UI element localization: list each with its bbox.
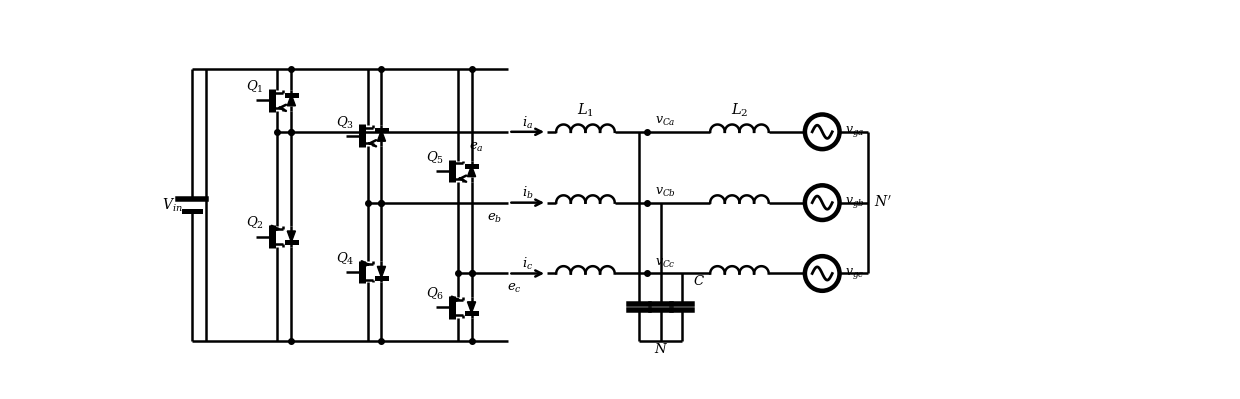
Text: $V_{in}$: $V_{in}$	[162, 196, 182, 213]
Text: $v_{gb}$: $v_{gb}$	[844, 195, 864, 210]
Polygon shape	[288, 231, 295, 242]
Polygon shape	[467, 302, 476, 313]
Text: $Q_1$: $Q_1$	[246, 79, 264, 95]
Polygon shape	[467, 166, 476, 177]
Text: $i_a$: $i_a$	[522, 115, 533, 130]
Text: $L_2$: $L_2$	[730, 102, 748, 119]
Text: $L_1$: $L_1$	[577, 102, 594, 119]
Text: $Q_4$: $Q_4$	[336, 251, 355, 267]
Text: $e_b$: $e_b$	[487, 211, 502, 225]
Text: $v_{Cc}$: $v_{Cc}$	[655, 257, 676, 270]
Polygon shape	[288, 95, 295, 106]
Text: $C$: $C$	[693, 274, 706, 288]
Text: $N'$: $N'$	[874, 195, 893, 210]
Text: $v_{Ca}$: $v_{Ca}$	[655, 115, 675, 128]
Text: $Q_3$: $Q_3$	[336, 115, 353, 130]
Text: $e_a$: $e_a$	[469, 141, 484, 154]
Polygon shape	[377, 267, 386, 278]
Text: $Q_2$: $Q_2$	[246, 215, 264, 231]
Text: $v_{ga}$: $v_{ga}$	[844, 124, 864, 139]
Text: $Q_5$: $Q_5$	[425, 150, 444, 166]
Text: $v_{gc}$: $v_{gc}$	[844, 266, 864, 281]
Text: $i_b$: $i_b$	[522, 186, 533, 201]
Polygon shape	[377, 130, 386, 141]
Text: $i_c$: $i_c$	[522, 256, 533, 272]
Text: $N$: $N$	[653, 342, 668, 356]
Text: $v_{Cb}$: $v_{Cb}$	[655, 186, 676, 199]
Text: $e_c$: $e_c$	[507, 282, 522, 295]
Text: $Q_6$: $Q_6$	[425, 286, 444, 302]
